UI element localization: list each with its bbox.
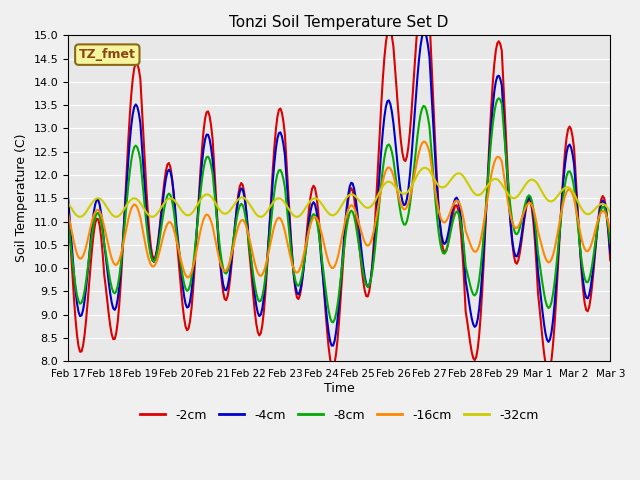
-32cm <box>607 209 614 215</box>
-8cm <box>374 211 382 217</box>
Line: -4cm: -4cm <box>68 32 611 346</box>
-32cm <box>64 200 72 206</box>
Title: Tonzi Soil Temperature Set D: Tonzi Soil Temperature Set D <box>230 15 449 30</box>
Line: -8cm: -8cm <box>68 98 611 323</box>
-2cm <box>373 187 381 192</box>
-4cm <box>607 250 614 256</box>
-4cm <box>64 194 72 200</box>
-8cm <box>79 295 87 301</box>
-4cm <box>543 337 551 343</box>
-32cm <box>421 165 429 171</box>
Line: -16cm: -16cm <box>68 142 611 277</box>
Line: -32cm: -32cm <box>68 168 611 217</box>
-2cm <box>541 361 549 367</box>
-4cm <box>329 343 337 348</box>
-2cm <box>165 160 173 166</box>
X-axis label: Time: Time <box>324 382 355 395</box>
-8cm <box>495 96 502 101</box>
-16cm <box>79 253 87 259</box>
-16cm <box>404 200 412 206</box>
-4cm <box>420 29 428 35</box>
-2cm <box>545 370 552 375</box>
Legend: -2cm, -4cm, -8cm, -16cm, -32cm: -2cm, -4cm, -8cm, -16cm, -32cm <box>135 404 543 427</box>
-16cm <box>374 203 382 209</box>
-32cm <box>543 196 551 202</box>
-8cm <box>607 240 614 246</box>
-4cm <box>404 186 412 192</box>
-8cm <box>329 320 337 325</box>
-8cm <box>404 212 412 217</box>
-32cm <box>374 192 382 197</box>
Line: -2cm: -2cm <box>68 0 611 372</box>
-16cm <box>185 275 193 280</box>
Text: TZ_fmet: TZ_fmet <box>79 48 136 61</box>
-32cm <box>166 195 174 201</box>
-32cm <box>76 214 84 220</box>
-2cm <box>64 202 72 207</box>
-2cm <box>607 257 614 263</box>
-16cm <box>64 210 72 216</box>
-16cm <box>165 219 173 225</box>
-8cm <box>64 217 72 223</box>
-8cm <box>392 180 400 185</box>
-2cm <box>79 343 87 348</box>
-8cm <box>165 191 173 196</box>
-4cm <box>374 189 382 194</box>
-4cm <box>79 307 87 313</box>
-16cm <box>607 228 614 234</box>
-8cm <box>543 303 551 309</box>
-2cm <box>403 154 411 159</box>
-4cm <box>392 149 400 155</box>
-4cm <box>165 167 173 172</box>
-16cm <box>392 185 400 191</box>
-16cm <box>420 139 428 144</box>
-32cm <box>392 185 400 191</box>
-2cm <box>391 62 399 68</box>
Y-axis label: Soil Temperature (C): Soil Temperature (C) <box>15 134 28 263</box>
-32cm <box>404 188 412 194</box>
-16cm <box>543 258 551 264</box>
-32cm <box>81 211 88 217</box>
